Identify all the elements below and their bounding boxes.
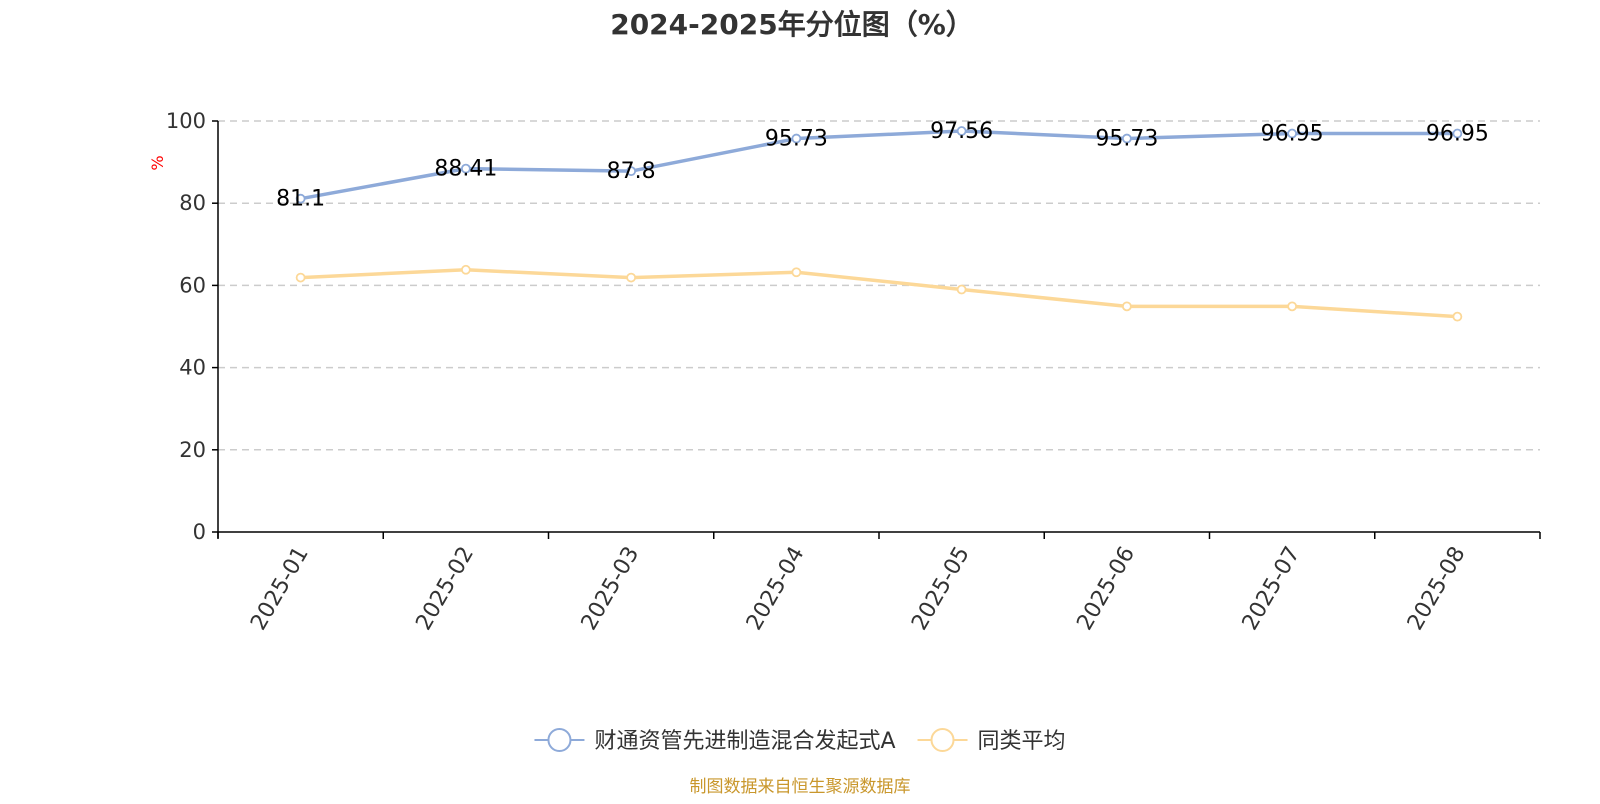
data-point[interactable] — [956, 126, 967, 136]
data-point[interactable] — [1287, 128, 1298, 139]
x-tick-label: 2025-01 — [246, 543, 314, 635]
y-tick-label: 80 — [179, 191, 206, 215]
x-tick-label: 2025-06 — [1072, 543, 1140, 635]
data-point[interactable] — [295, 272, 306, 283]
data-label: 87.8 — [607, 159, 656, 184]
data-point[interactable] — [626, 272, 637, 283]
data-point[interactable] — [460, 264, 471, 275]
y-tick-label: 100 — [166, 109, 206, 133]
data-label: 95.73 — [1095, 127, 1158, 152]
legend-circle-icon — [547, 728, 572, 752]
data-label: 81.1 — [276, 187, 325, 212]
y-tick-label: 40 — [179, 356, 206, 380]
data-label: 96.95 — [1426, 122, 1489, 147]
legend-label: 财通资管先进制造混合发起式A — [594, 729, 895, 754]
data-label: 97.56 — [930, 119, 993, 144]
data-point[interactable] — [1452, 128, 1463, 139]
grid-lines — [218, 120, 1540, 451]
data-point[interactable] — [1121, 133, 1132, 144]
x-tick-label: 2025-07 — [1238, 543, 1306, 635]
x-tick-label: 2025-08 — [1403, 543, 1471, 635]
y-tick-label: 60 — [179, 273, 206, 297]
x-tick-label: 2025-02 — [411, 543, 479, 635]
x-tick-label: 2025-03 — [577, 543, 645, 635]
data-point[interactable] — [626, 166, 637, 177]
data-label: 96.95 — [1261, 122, 1324, 147]
data-point[interactable] — [1121, 301, 1132, 312]
legend-label: 同类平均 — [978, 729, 1066, 754]
source-note: 制图数据来自恒生聚源数据库 — [690, 777, 911, 797]
data-point[interactable] — [295, 193, 306, 204]
series-line[interactable] — [300, 129, 1458, 201]
axes: 0 20 40 60 80 100 2025-01 2025-02 2025-03 2025-04… — [166, 109, 1541, 635]
legend-circle-icon — [930, 728, 955, 752]
data-point[interactable] — [460, 163, 471, 174]
legend-item[interactable]: 同类平均 — [917, 728, 1066, 754]
data-label: 88.41 — [434, 157, 497, 182]
data-point[interactable] — [1287, 301, 1298, 312]
x-tick-label: 2025-04 — [742, 543, 810, 635]
y-tick-label: 0 — [193, 520, 206, 544]
y-tick-label: 20 — [179, 438, 206, 462]
data-labels: 81.1 88.41 87.8 95.73 97.56 95.73 96.95 96.95 — [276, 119, 1489, 212]
data-point[interactable] — [791, 133, 802, 144]
chart-title: 2024-2025年分位图（%） — [610, 8, 974, 41]
data-point[interactable] — [791, 267, 802, 278]
series-line[interactable] — [300, 268, 1458, 319]
series-lines — [295, 126, 1463, 322]
data-point[interactable] — [1452, 311, 1463, 322]
data-point[interactable] — [956, 284, 967, 295]
legend[interactable]: 财通资管先进制造混合发起式A 同类平均 — [534, 728, 1066, 754]
y-axis-unit-label: % — [148, 155, 167, 170]
x-tick-label: 2025-05 — [907, 543, 975, 635]
data-label: 95.73 — [765, 127, 828, 152]
legend-item[interactable]: 财通资管先进制造混合发起式A — [534, 728, 896, 754]
